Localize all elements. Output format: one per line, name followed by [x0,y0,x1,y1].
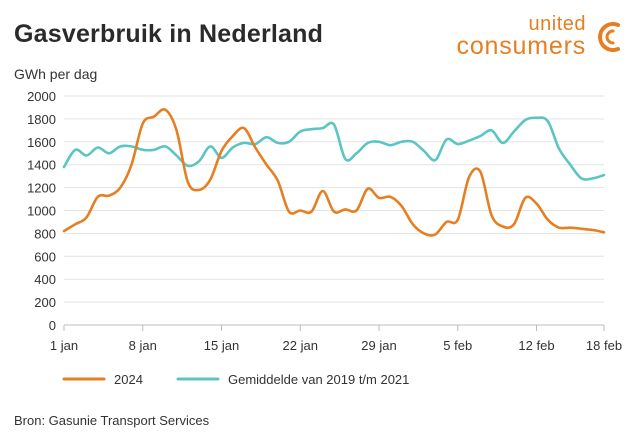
y-tick-label: 1600 [27,135,56,150]
y-axis-label: GWh per dag [14,66,98,82]
x-tick-label: 18 feb [586,338,622,353]
legend-2024-label: 2024 [114,372,143,387]
y-tick-label: 1200 [27,181,56,196]
brand-logo: united consumers [457,14,624,59]
chart-title: Gasverbruik in Nederland [14,20,324,48]
x-tick-label: 8 jan [129,338,157,353]
x-tick-label: 15 jan [204,338,239,353]
source-note: Bron: Gasunie Transport Services [14,413,210,428]
brand-bottom-text: consumers [456,32,586,60]
x-tick-label: 5 feb [443,338,472,353]
series-line-2024 [62,107,606,237]
x-tick-label: 22 jan [283,338,318,353]
y-tick-label: 1000 [27,204,56,219]
y-tick-label: 1800 [27,112,56,127]
x-tick-label: 1 jan [50,338,78,353]
x-tick-label: 29 jan [361,338,396,353]
c-logo-icon [598,21,620,52]
y-tick-label: 2000 [27,89,56,104]
y-tick-label: 1400 [27,158,56,173]
y-tick-label: 600 [34,249,56,264]
x-tick-label: 12 feb [518,338,554,353]
legend-average-label: Gemiddelde van 2019 t/m 2021 [228,372,409,387]
brand-wordmark: united consumers [457,14,586,59]
y-tick-label: 400 [34,272,56,287]
brand-top-text: united [528,13,586,35]
series-line-average [62,116,606,181]
y-tick-label: 0 [49,318,56,333]
y-tick-label: 800 [34,226,56,241]
y-tick-label: 200 [34,295,56,310]
